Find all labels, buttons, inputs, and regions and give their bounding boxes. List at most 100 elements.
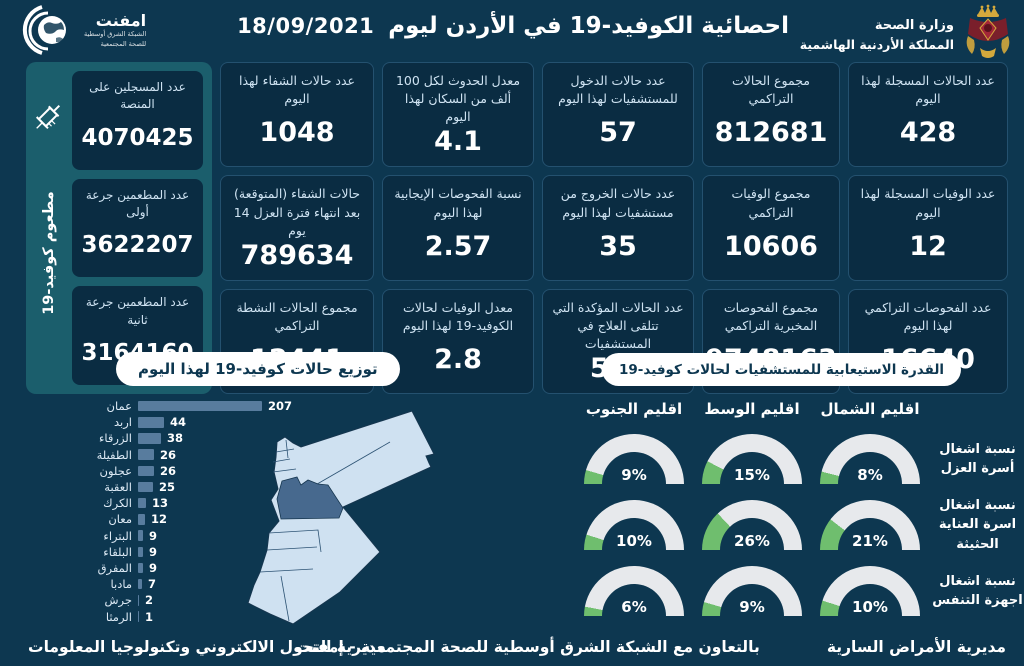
stat-label: مجموع الحالات التراكمي [732, 73, 810, 107]
emphnet-sub2: للصحة المجتمعية [100, 39, 147, 48]
stat-card-first-dose: عدد المطعمين جرعة أولى 3622207 [72, 178, 203, 278]
bar-label: الرمثا [105, 609, 132, 624]
stat-label: عدد حالات الخروج من مستشفيات لهذا اليوم [560, 186, 676, 220]
bar [138, 465, 154, 477]
stat-label: عدد المطعمين جرعة أولى [85, 187, 190, 220]
vaccination-vertical-label: مطعوم كوفيد-19 [41, 191, 57, 315]
bar-value: 38 [167, 431, 184, 446]
jordan-map [240, 400, 438, 634]
page-title: احصائية الكوفيد-19 في الأردن ليوم 18/09/… [237, 13, 789, 39]
gauge-row-label-ventilators: نسبة اشغال اجهزة التنفس [932, 573, 1023, 609]
map-region-amman [276, 476, 344, 520]
bar [138, 611, 139, 622]
gauge-value: 21% [852, 532, 888, 550]
stat-label: نسبة الفحوصات الإيجابية لهذا اليوم [394, 186, 522, 220]
stat-label: معدل الوفيات لحالات الكوفيد-19 لهذا اليو… [402, 299, 514, 333]
stat-label: عدد المسجلين على المنصة [89, 80, 186, 112]
ministry-name: وزارة الصحة [874, 18, 954, 33]
bar-label: الزرقاء [98, 431, 132, 446]
region-header-central: اقليم الوسط [704, 400, 800, 418]
bar [138, 417, 164, 428]
bar [138, 546, 143, 558]
bar-value: 9 [149, 528, 158, 543]
stat-card-cumulative-cases: مجموع الحالات التراكمي 812681 [702, 62, 840, 168]
hospital-capacity-gauges: اقليم الشمال اقليم الوسط اقليم الجنوب نس… [575, 392, 1024, 624]
stats-grid: عدد المسجلين على المنصة 4070425 عدد المط… [26, 62, 1008, 395]
stat-card-recoveries-today: عدد حالات الشفاء لهذا اليوم 1048 [220, 62, 374, 168]
stat-value: 3622207 [81, 232, 194, 259]
bar [138, 530, 143, 541]
footer-diseases-directorate: مديرية الأمراض السارية [826, 638, 1006, 656]
emphnet-name: امفنت [95, 10, 147, 30]
bar-value: 12 [151, 512, 168, 527]
stat-value: 1048 [259, 117, 335, 149]
bar-value: 9 [149, 544, 158, 559]
stat-value: 35 [599, 230, 637, 262]
footer-collaboration: بالتعاون مع الشبكة الشرق أوسطية للصحة ال… [295, 638, 760, 656]
bar-value: 26 [160, 447, 177, 462]
bar-row: عمان 207 [10, 398, 310, 414]
bar-row: الكرك 13 [10, 495, 310, 511]
gauge-ventilators-central: 9% [702, 566, 802, 616]
vaccination-cards: عدد المسجلين على المنصة 4070425 عدد المط… [72, 71, 203, 386]
stat-label: عدد الفحوصات التراكمي لهذا اليوم [864, 299, 992, 333]
stat-value: 4070425 [81, 124, 194, 151]
bar-row: الطفيلة 26 [10, 447, 310, 463]
region-header-south: اقليم الجنوب [585, 400, 683, 418]
bar-label: الطفيلة [96, 447, 132, 462]
cases-by-governorate-chart: عمان 207 اربد 44 الزرقاء 38 الطفيلة 26 عجلون… [10, 398, 310, 625]
map-internal-borders [259, 439, 391, 622]
bar [138, 578, 142, 590]
gauge-icu-south: 10% [584, 500, 684, 550]
gauge-isolation-south: 9% [584, 434, 684, 484]
region-header-north: اقليم الشمال [820, 400, 920, 418]
syringe-icon [35, 104, 61, 130]
stat-label: عدد المطعمين جرعة ثانية [85, 295, 190, 327]
bar-value: 9 [149, 560, 158, 575]
gauge-isolation-central: 15% [702, 434, 802, 484]
bar-row: البلقاء 9 [10, 544, 310, 560]
vaccination-side-strip: مطعوم كوفيد-19 [30, 71, 68, 385]
stat-label: عدد الوفيات المسجلة لهذا اليوم [860, 186, 996, 220]
stat-label: عدد حالات الدخول للمستشفيات لهذا اليوم [558, 73, 678, 107]
report-date: 18/09/2021 [237, 14, 375, 38]
bar-value: 2 [145, 593, 154, 608]
stat-label: عدد الحالات المؤكدة التي تتلقى العلاج في… [552, 299, 684, 351]
stat-label: حالات الشفاء (المتوقعة) بعد انتهاء فترة … [233, 186, 361, 238]
bar [138, 595, 139, 606]
bar-row: الرمثا 1 [10, 608, 310, 624]
stat-value: 57 [599, 117, 637, 149]
stat-card-cases-today: عدد الحالات المسجلة لهذا اليوم 428 [848, 62, 1008, 168]
gauge-icu-central: 26% [702, 500, 802, 550]
footer-it-directorate: مديرية التحول الالكتروني وتكنولوجيا المع… [28, 638, 387, 656]
bar-row: معان 12 [10, 511, 310, 527]
bar-label: اربد [114, 415, 132, 430]
stat-value: 789634 [240, 239, 354, 271]
kingdom-name: المملكة الأردنية الهاشمية [799, 37, 954, 52]
gauge-value: 9% [739, 598, 765, 616]
bar-value: 44 [170, 415, 187, 430]
stat-card-positivity-rate: نسبة الفحوصات الإيجابية لهذا اليوم 2.57 [382, 175, 534, 281]
bar-value: 7 [148, 577, 157, 592]
bar-label: عجلون [99, 463, 132, 478]
bar-label: البتراء [103, 528, 132, 543]
bar-value: 1 [145, 609, 154, 624]
emphnet-globe-icon [22, 5, 66, 55]
gauge-value: 15% [734, 466, 770, 484]
bar-label: البلقاء [103, 544, 132, 559]
stat-value: 2.8 [434, 344, 482, 376]
gauge-ventilators-south: 6% [584, 566, 684, 616]
stat-value: 12 [909, 230, 947, 262]
bar-value: 13 [152, 496, 169, 511]
ministry-of-health-logo: وزارة الصحة المملكة الأردنية الهاشمية [800, 4, 1014, 60]
gauge-value: 10% [616, 532, 652, 550]
stat-card-incidence-rate: معدل الحدوث لكل 100 ألف من السكان لهذا ا… [382, 62, 534, 168]
stat-label: عدد الحالات المسجلة لهذا اليوم [861, 73, 995, 107]
bar-value: 25 [159, 480, 176, 495]
emphnet-sub1: الشبكة الشرق أوسطية [84, 29, 147, 38]
emphnet-logo: امفنت الشبكة الشرق أوسطية للصحة المجتمعي… [12, 5, 146, 55]
stat-card-expected-recoveries: حالات الشفاء (المتوقعة) بعد انتهاء فترة … [220, 175, 374, 281]
gauge-value: 26% [734, 532, 770, 550]
stat-value: 10606 [724, 230, 818, 262]
stat-label: مجموع الحالات النشطة التراكمي [236, 299, 358, 333]
